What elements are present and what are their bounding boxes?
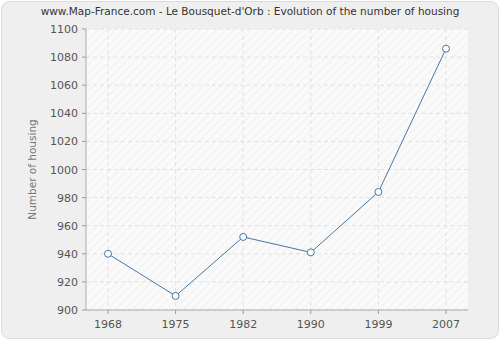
y-tick-label: 980: [57, 192, 78, 205]
tick-mark: [82, 197, 86, 198]
grid-line: [108, 29, 109, 310]
grid-line: [86, 253, 468, 254]
tick-mark: [82, 169, 86, 170]
grid-line: [86, 85, 468, 86]
grid-line: [310, 29, 311, 310]
y-tick-label: 900: [57, 304, 78, 317]
y-axis-label: Number of housing: [26, 119, 38, 219]
y-tick-label: 1100: [50, 23, 78, 36]
y-tick-label: 1000: [50, 164, 78, 177]
grid-line: [86, 281, 468, 282]
tick-mark: [310, 310, 311, 314]
x-tick-label: 1990: [297, 318, 325, 331]
tick-mark: [243, 310, 244, 314]
tick-mark: [82, 253, 86, 254]
y-tick-label: 960: [57, 220, 78, 233]
line: [108, 49, 446, 296]
y-tick-label: 1060: [50, 79, 78, 92]
x-tick-label: 1999: [364, 318, 392, 331]
grid-line: [175, 29, 176, 310]
grid-line: [86, 141, 468, 142]
plot-area: [86, 29, 468, 310]
tick-mark: [108, 310, 109, 314]
x-tick-label: 1968: [94, 318, 122, 331]
x-tick-label: 1982: [229, 318, 257, 331]
y-axis: [86, 29, 87, 310]
point[interactable]: [172, 292, 179, 299]
tick-mark: [82, 57, 86, 58]
tick-mark: [446, 310, 447, 314]
tick-mark: [175, 310, 176, 314]
tick-mark: [82, 29, 86, 30]
tick-mark: [82, 225, 86, 226]
grid-line: [86, 225, 468, 226]
chart-container: 900 920 940 960 980 1000 1020 1040 1060 1080 1100 1…: [0, 0, 500, 340]
x-axis: [86, 310, 468, 311]
grid-line: [86, 310, 468, 311]
tick-mark: [82, 141, 86, 142]
point[interactable]: [240, 233, 247, 240]
point[interactable]: [375, 188, 382, 195]
title: www.Map-France.com - Le Bousquet-d'Orb :…: [41, 5, 460, 17]
grid-line: [446, 29, 447, 310]
tick-mark: [378, 310, 379, 314]
y-tick-label: 1080: [50, 51, 78, 64]
tick-mark: [82, 85, 86, 86]
x-tick-label: 1975: [162, 318, 190, 331]
tick-mark: [82, 113, 86, 114]
y-tick-label: 940: [57, 248, 78, 261]
grid-line: [86, 197, 468, 198]
series: [105, 45, 450, 299]
grid: [86, 29, 468, 310]
point[interactable]: [105, 250, 112, 257]
grid-line: [86, 169, 468, 170]
grid-line: [86, 113, 468, 114]
x-tick-label: 2007: [432, 318, 460, 331]
tick-mark: [82, 281, 86, 282]
point[interactable]: [443, 45, 450, 52]
y-tick-label: 1040: [50, 107, 78, 120]
grid-line: [86, 57, 468, 58]
chart: 900 920 940 960 980 1000 1020 1040 1060 1080 1100 1…: [0, 0, 500, 340]
grid-line: [243, 29, 244, 310]
grid-line: [86, 29, 468, 30]
grid-line: [378, 29, 379, 310]
background: [2, 2, 499, 339]
tick-mark: [82, 310, 86, 311]
y-tick-label: 1020: [50, 135, 78, 148]
point[interactable]: [307, 249, 314, 256]
y-tick-label: 920: [57, 276, 78, 289]
